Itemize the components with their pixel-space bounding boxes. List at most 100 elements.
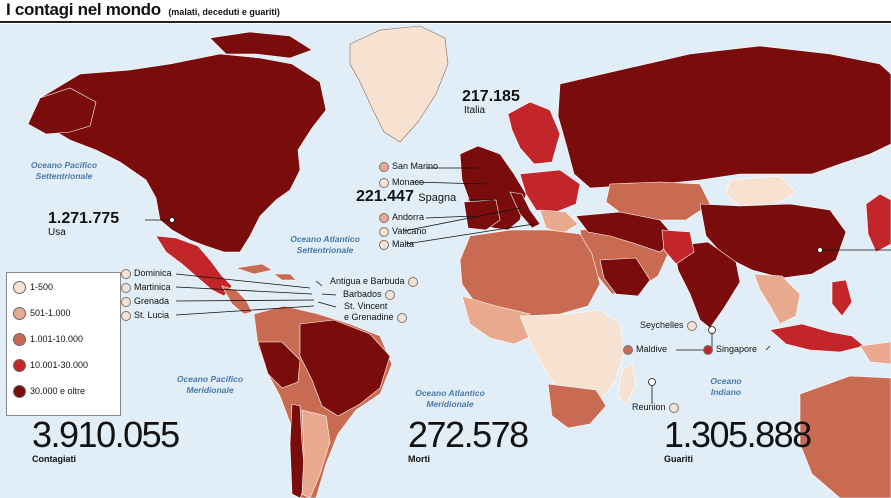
saudi-arabia — [599, 257, 651, 297]
ocean-label-line: Settentrionale — [35, 171, 93, 181]
band-dot — [703, 344, 713, 355]
label-antigua: Antigua e Barbuda — [330, 276, 421, 287]
indonesia — [769, 323, 865, 353]
ocean-label-line: Oceano — [710, 376, 742, 386]
band-dot — [121, 296, 131, 307]
stat-guariti: 1.305.888 Guariti — [664, 414, 812, 465]
band-dot — [623, 344, 633, 355]
legend: 1-500 501-1.000 1.001-10.000 10.001-30.0… — [6, 272, 121, 416]
state-name: Barbados — [343, 289, 382, 299]
title-text: I contagi nel mondo — [6, 0, 161, 19]
label-reunion: Reunion — [632, 402, 682, 413]
band-dot — [121, 310, 131, 321]
australia — [799, 375, 891, 498]
stat-label: Morti — [408, 454, 430, 464]
label-maldive: Maldive — [620, 344, 667, 355]
ocean-label-south-atlantic: Oceano Atlantico Meridionale — [400, 388, 500, 410]
legend-swatch — [13, 281, 26, 294]
ocean-label-line: Meridionale — [426, 399, 474, 409]
state-name: Seychelles — [640, 320, 684, 330]
mongolia — [725, 175, 797, 207]
stat-contagiati: 3.910.055 Contagiati — [32, 416, 180, 465]
callout-label: Usa — [48, 227, 66, 238]
madagascar — [617, 363, 637, 405]
ocean-label-line: Oceano Pacifico — [176, 374, 244, 384]
band-dot — [384, 289, 395, 300]
label-singapore: Singapore — [700, 344, 757, 355]
ocean-label-line: Oceano Pacifico — [30, 160, 98, 170]
callout-label: Spagna — [418, 192, 457, 204]
label-malta: Malta — [376, 239, 414, 250]
label-st-lucia: St. Lucia — [118, 310, 169, 321]
band-dot — [686, 320, 697, 331]
label-grenada: Grenada — [118, 296, 169, 307]
label-dominica: Dominica — [118, 268, 172, 279]
india — [673, 241, 741, 329]
state-name: Monaco — [392, 177, 425, 187]
peru — [257, 341, 301, 389]
legend-item: 30.000 e oltre — [13, 385, 85, 399]
russia — [557, 45, 891, 189]
arctic-islands — [209, 31, 313, 59]
band-dot — [379, 161, 389, 172]
italy — [509, 191, 541, 229]
state-name: San Marino — [392, 161, 439, 171]
state-name: Andorra — [392, 212, 425, 222]
north-africa — [459, 229, 601, 317]
page-title: I contagi nel mondo (malati, deceduti e … — [6, 0, 280, 22]
legend-item: 501-1.000 — [13, 307, 71, 321]
callout-italy: 217.185 Italia — [462, 88, 520, 118]
caribbean — [235, 263, 297, 281]
label-st-vincent: St. Vincent — [344, 301, 387, 311]
band-dot — [668, 402, 679, 413]
southeast-asia — [753, 273, 801, 325]
argentina — [301, 409, 331, 498]
callout-value: 217.185 — [462, 88, 520, 105]
band-dot — [396, 312, 407, 323]
title-rule — [0, 21, 891, 23]
legend-label: 1-500 — [30, 281, 54, 292]
stat-label: Contagiati — [32, 454, 76, 464]
central-africa — [519, 309, 625, 415]
state-name: Malta — [392, 239, 415, 249]
callout-usa: 1.271.775 Usa — [48, 211, 119, 240]
philippines — [831, 279, 853, 317]
state-name: Grenada — [134, 296, 170, 306]
alaska — [27, 87, 97, 135]
ocean-label-north-pacific: Oceano Pacifico Settentrionale — [14, 160, 114, 182]
legend-swatch — [13, 385, 26, 398]
label-san-marino: San Marino — [376, 161, 438, 172]
stat-value: 1.305.888 — [664, 414, 812, 455]
state-name: Vaticano — [392, 226, 427, 236]
state-name: e Grenadine — [344, 312, 394, 322]
new-guinea — [859, 341, 891, 365]
label-vaticano: Vaticano — [376, 226, 426, 237]
state-name: Martinica — [134, 282, 171, 292]
japan — [865, 193, 891, 253]
legend-item: 10.001-30.000 — [13, 359, 88, 373]
state-name: Dominica — [134, 268, 172, 278]
legend-label: 10.001-30.000 — [30, 359, 89, 370]
legend-swatch — [13, 359, 26, 372]
ocean-label-line: Meridionale — [186, 385, 234, 395]
subtitle-text: (malati, deceduti e guariti) — [168, 7, 280, 17]
ocean-label-line: Indiano — [710, 387, 742, 397]
label-andorra: Andorra — [376, 212, 424, 223]
ocean-label-line: Settentrionale — [296, 245, 354, 255]
state-name: Reunion — [632, 402, 666, 412]
legend-label: 30.000 e oltre — [30, 385, 86, 396]
state-name: Maldive — [636, 344, 668, 354]
ocean-label-indian: Oceano Indiano — [696, 376, 756, 398]
target-markers — [169, 217, 823, 386]
legend-swatch — [13, 307, 26, 320]
band-dot — [407, 276, 418, 287]
label-martinica: Martinica — [118, 282, 171, 293]
west-africa — [461, 295, 533, 345]
state-name: Antigua e Barbuda — [330, 276, 405, 286]
ocean-label-south-pacific: Oceano Pacifico Meridionale — [160, 374, 260, 396]
band-dot — [121, 268, 131, 279]
legend-label: 1.001-10.000 — [30, 333, 84, 344]
north-america — [29, 53, 327, 253]
band-dot — [379, 212, 389, 223]
band-dot — [121, 282, 131, 293]
